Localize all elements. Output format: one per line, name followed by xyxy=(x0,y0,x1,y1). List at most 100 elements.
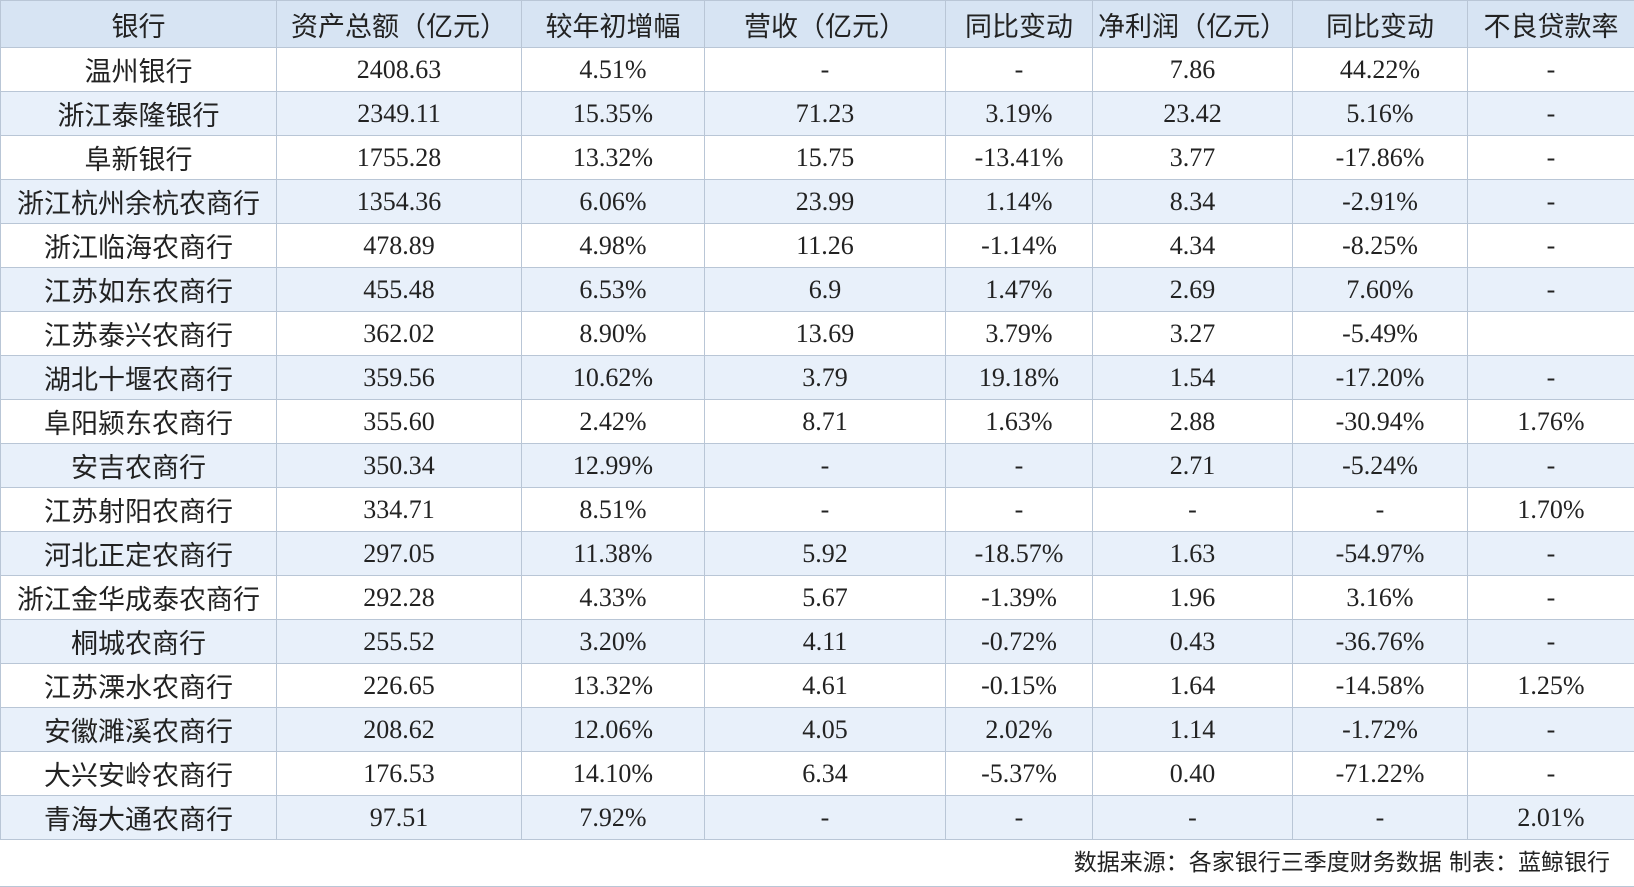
cell: 3.79% xyxy=(946,312,1093,356)
cell: 176.53 xyxy=(277,752,522,796)
cell: 3.20% xyxy=(522,620,705,664)
cell: 292.28 xyxy=(277,576,522,620)
cell: -5.37% xyxy=(946,752,1093,796)
bank-name: 浙江杭州余杭农商行 xyxy=(1,180,277,224)
cell: 355.60 xyxy=(277,400,522,444)
cell: 2.42% xyxy=(522,400,705,444)
cell: 455.48 xyxy=(277,268,522,312)
cell: 15.75 xyxy=(705,136,946,180)
cell: - xyxy=(705,444,946,488)
cell: 8.34 xyxy=(1093,180,1293,224)
header-cell: 净利润（亿元） xyxy=(1093,1,1293,48)
cell: -17.86% xyxy=(1293,136,1468,180)
bank-name: 温州银行 xyxy=(1,48,277,92)
cell: 13.32% xyxy=(522,664,705,708)
cell: 2349.11 xyxy=(277,92,522,136)
cell: 2.71 xyxy=(1093,444,1293,488)
bank-name: 青海大通农商行 xyxy=(1,796,277,840)
cell: -14.58% xyxy=(1293,664,1468,708)
cell: 8.51% xyxy=(522,488,705,532)
cell: -5.24% xyxy=(1293,444,1468,488)
cell: -13.41% xyxy=(946,136,1093,180)
cell: -54.97% xyxy=(1293,532,1468,576)
cell: 15.35% xyxy=(522,92,705,136)
cell: 2.01% xyxy=(1468,796,1634,840)
cell: - xyxy=(705,796,946,840)
cell: - xyxy=(1468,532,1634,576)
cell: - xyxy=(1468,268,1634,312)
cell: -71.22% xyxy=(1293,752,1468,796)
cell: 23.42 xyxy=(1093,92,1293,136)
cell: 5.92 xyxy=(705,532,946,576)
cell: 8.71 xyxy=(705,400,946,444)
cell: 6.53% xyxy=(522,268,705,312)
cell: 4.61 xyxy=(705,664,946,708)
cell xyxy=(1468,312,1634,356)
cell: - xyxy=(1293,488,1468,532)
cell: -0.15% xyxy=(946,664,1093,708)
cell: 13.32% xyxy=(522,136,705,180)
cell: 8.90% xyxy=(522,312,705,356)
cell: 226.65 xyxy=(277,664,522,708)
cell: 4.11 xyxy=(705,620,946,664)
cell: -17.20% xyxy=(1293,356,1468,400)
cell: - xyxy=(1293,796,1468,840)
cell: - xyxy=(705,48,946,92)
cell: - xyxy=(1468,356,1634,400)
cell: 6.34 xyxy=(705,752,946,796)
cell: 2.88 xyxy=(1093,400,1293,444)
cell: 12.99% xyxy=(522,444,705,488)
cell: - xyxy=(1468,92,1634,136)
cell: 6.06% xyxy=(522,180,705,224)
cell: - xyxy=(705,488,946,532)
cell: 350.34 xyxy=(277,444,522,488)
header-cell: 同比变动 xyxy=(946,1,1093,48)
cell: 7.92% xyxy=(522,796,705,840)
cell: -36.76% xyxy=(1293,620,1468,664)
cell: 5.67 xyxy=(705,576,946,620)
cell: -1.39% xyxy=(946,576,1093,620)
cell: 3.77 xyxy=(1093,136,1293,180)
bank-name: 安徽濉溪农商行 xyxy=(1,708,277,752)
cell: 10.62% xyxy=(522,356,705,400)
bank-name: 河北正定农商行 xyxy=(1,532,277,576)
cell: - xyxy=(1468,136,1634,180)
header-cell: 营收（亿元） xyxy=(705,1,946,48)
cell: 4.33% xyxy=(522,576,705,620)
cell: 14.10% xyxy=(522,752,705,796)
cell: 297.05 xyxy=(277,532,522,576)
bank-name: 安吉农商行 xyxy=(1,444,277,488)
header-cell: 资产总额（亿元） xyxy=(277,1,522,48)
cell: 13.69 xyxy=(705,312,946,356)
cell: - xyxy=(1468,576,1634,620)
cell: - xyxy=(1468,620,1634,664)
cell: 2408.63 xyxy=(277,48,522,92)
cell: 1755.28 xyxy=(277,136,522,180)
cell: 1.96 xyxy=(1093,576,1293,620)
cell: -1.72% xyxy=(1293,708,1468,752)
cell: - xyxy=(1468,752,1634,796)
cell: 1.63 xyxy=(1093,532,1293,576)
bank-name: 湖北十堰农商行 xyxy=(1,356,277,400)
cell: - xyxy=(1468,224,1634,268)
cell: -30.94% xyxy=(1293,400,1468,444)
cell: 1.54 xyxy=(1093,356,1293,400)
cell: 362.02 xyxy=(277,312,522,356)
footer-note: 数据来源：各家银行三季度财务数据 制表：蓝鲸银行 xyxy=(0,840,1634,887)
cell: - xyxy=(1468,48,1634,92)
cell: 1.14% xyxy=(946,180,1093,224)
cell: 0.43 xyxy=(1093,620,1293,664)
bank-name: 浙江金华成泰农商行 xyxy=(1,576,277,620)
